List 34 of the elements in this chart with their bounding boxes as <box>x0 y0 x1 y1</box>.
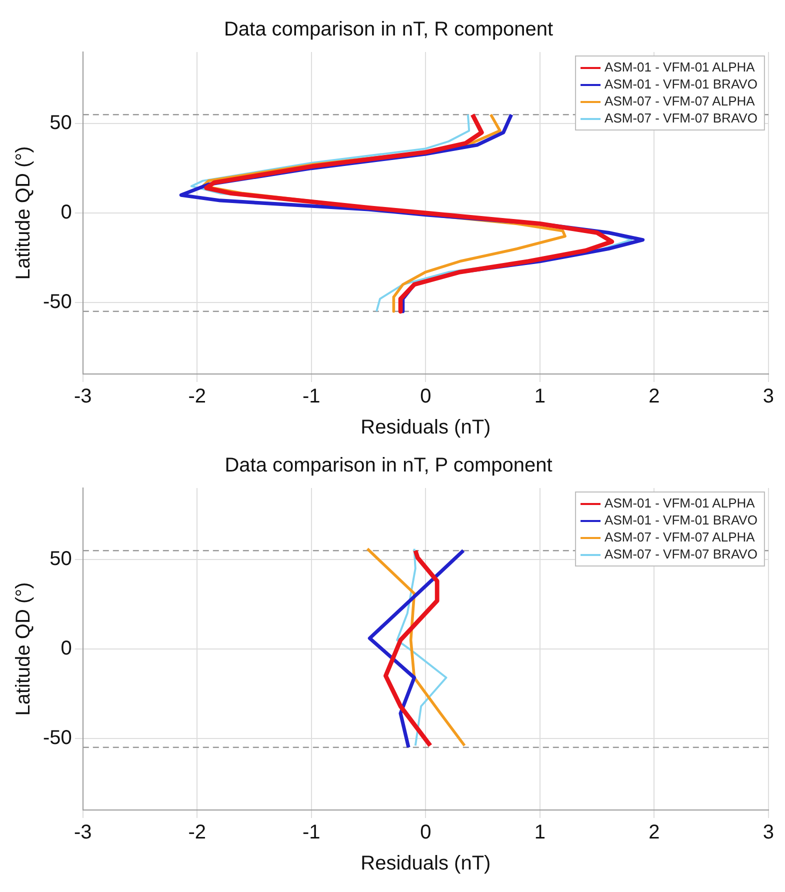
y-tick-label: -50 <box>43 290 72 313</box>
x-tick-label: -1 <box>302 386 320 408</box>
x-tick-label: 3 <box>762 822 774 844</box>
x-tick-label: -1 <box>302 822 320 844</box>
legend-label: ASM-01 - VFM-01 ALPHA <box>604 496 756 511</box>
x-tick-label: -3 <box>74 822 92 844</box>
x-axis-title: Residuals (nT) <box>360 416 491 439</box>
y-tick-label: 0 <box>60 202 72 224</box>
y-axis-title: Latitude QD (°) <box>12 146 35 280</box>
legend-label: ASM-07 - VFM-07 BRAVO <box>604 110 758 126</box>
x-axis-title: Residuals (nT) <box>360 852 491 875</box>
x-tick-label: 2 <box>648 822 660 844</box>
x-tick-label: 0 <box>420 386 432 408</box>
y-axis-title: Latitude QD (°) <box>12 582 35 716</box>
x-tick-label: 2 <box>648 386 660 408</box>
y-tick-label: 50 <box>50 548 72 570</box>
legend-label: ASM-07 - VFM-07 ALPHA <box>604 94 756 109</box>
chart-title: Data comparison in nT, P component <box>224 454 553 477</box>
x-tick-label: -2 <box>188 386 206 408</box>
x-tick-label: 0 <box>420 822 432 844</box>
legend-label: ASM-01 - VFM-01 ALPHA <box>604 60 756 75</box>
legend-label: ASM-01 - VFM-01 BRAVO <box>604 76 758 92</box>
y-tick-label: 50 <box>50 112 72 134</box>
y-tick-label: -50 <box>43 726 72 749</box>
y-tick-label: 0 <box>60 638 72 660</box>
legend-label: ASM-07 - VFM-07 BRAVO <box>604 546 758 562</box>
chart-title: Data comparison in nT, R component <box>224 18 554 41</box>
x-tick-label: 3 <box>762 386 774 408</box>
x-tick-label: 1 <box>534 386 546 408</box>
legend-label: ASM-01 - VFM-01 BRAVO <box>604 512 758 528</box>
x-tick-label: -3 <box>74 386 92 408</box>
x-tick-label: -2 <box>188 822 206 844</box>
x-tick-label: 1 <box>534 822 546 844</box>
legend-label: ASM-07 - VFM-07 ALPHA <box>604 530 756 545</box>
